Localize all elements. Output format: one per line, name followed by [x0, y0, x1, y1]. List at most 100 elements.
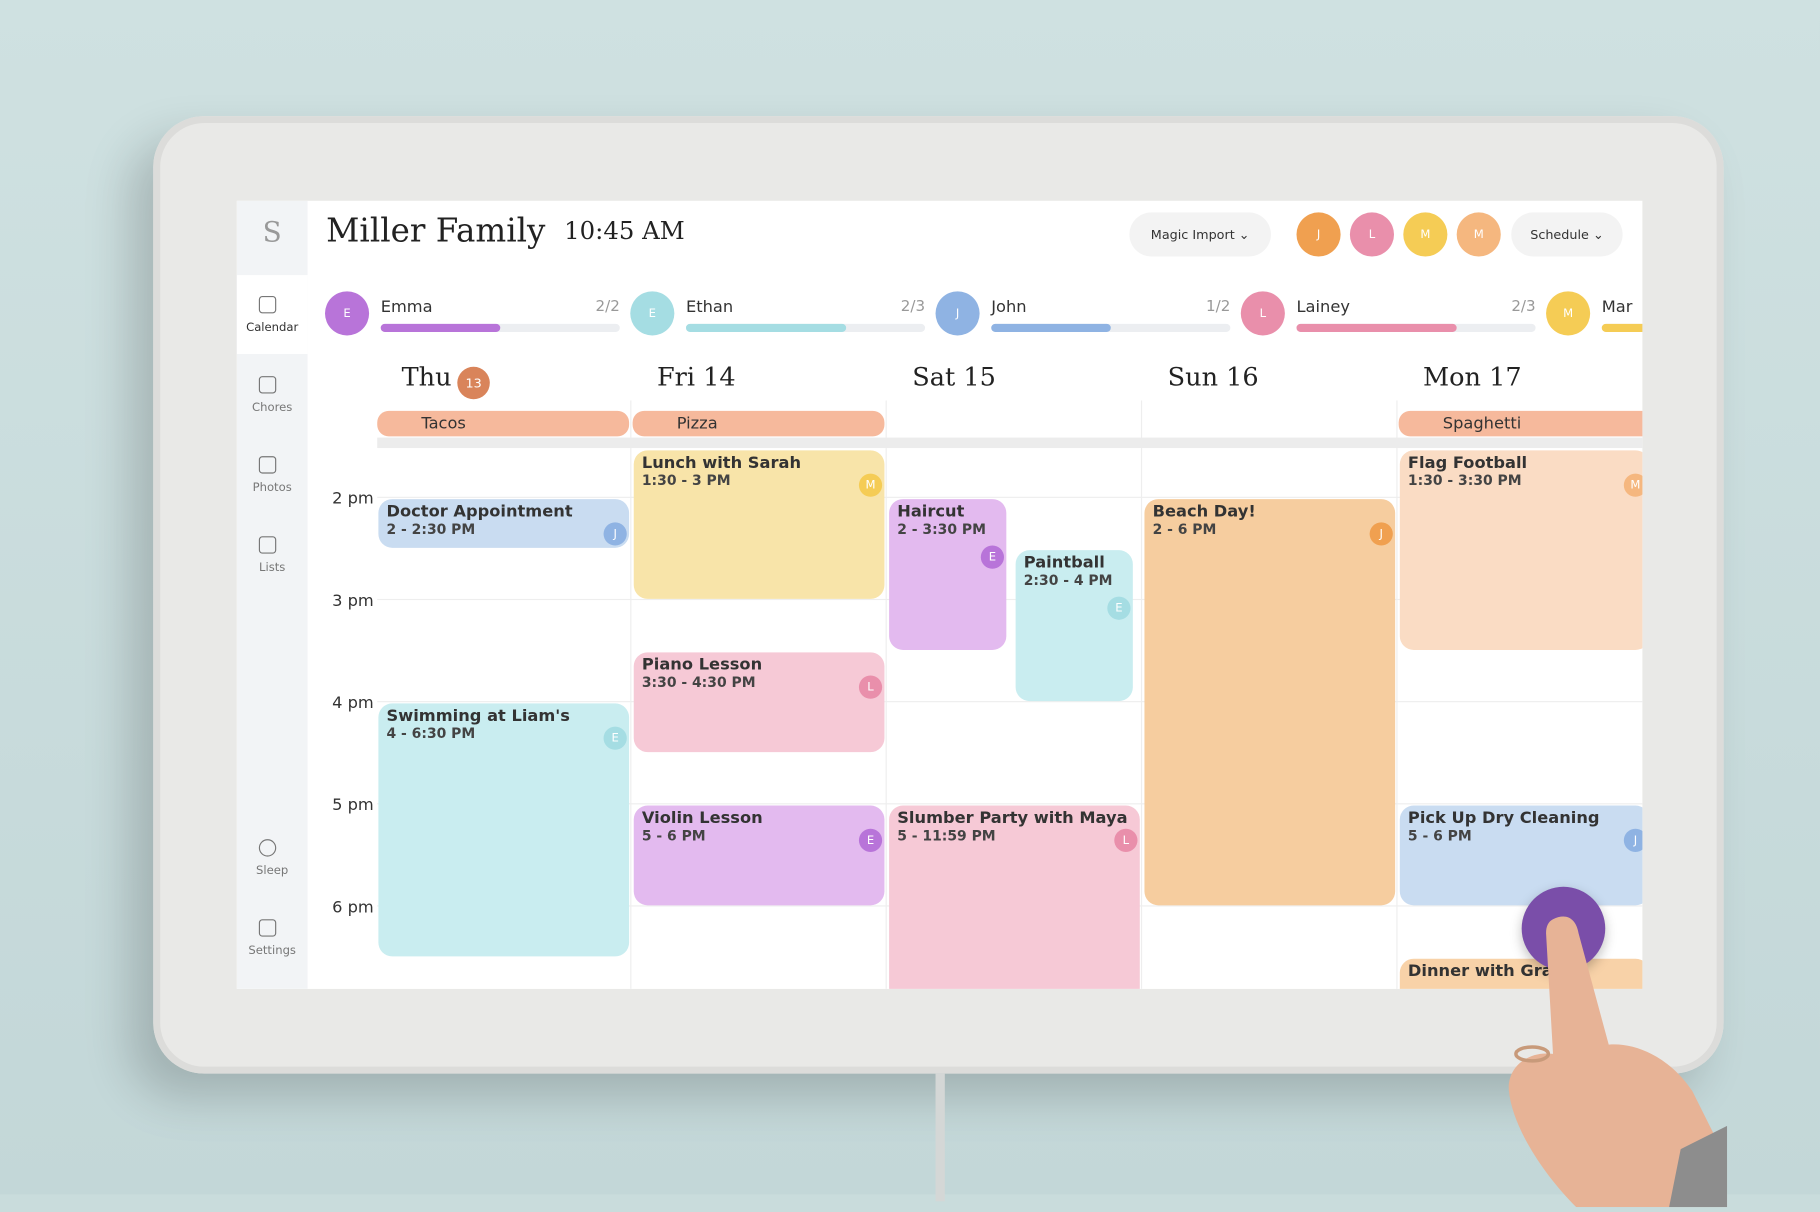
hand-drawing [1508, 916, 1728, 1208]
event-avatar: E [603, 726, 627, 750]
member-progress: 2/3 [900, 298, 926, 316]
magic-import-button[interactable]: Magic Import ⌄ [1129, 212, 1271, 257]
avatar[interactable]: L [1349, 212, 1395, 257]
schedule-button[interactable]: Schedule ⌄ [1511, 212, 1623, 257]
event-avatar: J [603, 522, 627, 546]
hand-shape [1508, 916, 1728, 1208]
meal-label: Spaghetti [1442, 414, 1522, 433]
day-separator [1396, 400, 1398, 989]
event[interactable]: Beach Day! 2 - 6 PM [1144, 499, 1396, 906]
event[interactable]: Slumber Party with Maya 5 - 11:59 PM [889, 805, 1140, 989]
member-avatar[interactable]: L [1240, 291, 1285, 336]
title: Miller Family [326, 211, 546, 250]
nav-label[interactable]: Sleep [256, 864, 289, 878]
event-title: Flag Football [1407, 453, 1528, 473]
nav-icon[interactable] [258, 919, 277, 937]
event[interactable]: Pick Up Dry Cleaning 5 - 6 PM [1399, 805, 1643, 906]
nav-active [236, 275, 308, 355]
time-label: 2 pm [332, 489, 374, 509]
event-time: 5 - 6 PM [641, 827, 706, 844]
event[interactable]: Haircut 2 - 3:30 PM [889, 499, 1007, 650]
clock: 10:45 AM [564, 217, 685, 245]
event-time: 2 - 2:30 PM [386, 521, 476, 538]
event[interactable]: Dinner with Gran [1399, 958, 1643, 989]
event-title: Piano Lesson [641, 655, 763, 675]
progress-fill [685, 323, 847, 332]
progress-fill [1296, 323, 1457, 332]
event-title: Swimming at Liam's [386, 706, 570, 726]
member-name: Emma [380, 298, 433, 317]
nav-icon[interactable] [258, 295, 277, 314]
member-name: Mar [1601, 298, 1633, 317]
member-avatar[interactable]: E [324, 291, 370, 336]
event-time: 2:30 - 4 PM [1023, 572, 1113, 589]
member-avatar[interactable]: J [935, 291, 980, 336]
hour-line [377, 803, 1643, 805]
ring [1514, 1045, 1551, 1063]
nav-label[interactable]: Lists [258, 561, 286, 575]
meal-label: Pizza [676, 414, 718, 433]
nav-icon[interactable] [258, 456, 277, 474]
member-progress: 2/3 [1511, 298, 1536, 316]
nav-label[interactable]: Settings [248, 944, 296, 958]
cable [935, 1073, 945, 1202]
member-progress: 2/2 [595, 298, 620, 316]
event-title: Beach Day! [1152, 502, 1256, 522]
meal-label: Tacos [421, 414, 466, 433]
event-time: 1:30 - 3:30 PM [1407, 472, 1522, 489]
time-label: 5 pm [332, 796, 374, 815]
member-progress: 1/2 [1206, 298, 1231, 316]
event-title: Doctor Appointment [386, 502, 573, 522]
meal-pill[interactable]: Tacos [377, 410, 630, 437]
nav-icon[interactable] [258, 376, 277, 394]
day-separator [885, 400, 887, 989]
meal-band [377, 437, 1643, 449]
event-avatar: M [1623, 473, 1643, 497]
event-time: 5 - 11:59 PM [897, 827, 996, 844]
event-title: Haircut [897, 502, 965, 522]
member-name: Ethan [685, 298, 734, 317]
nav-label[interactable]: Calendar [246, 321, 299, 335]
meal-pill[interactable]: Spaghetti [1398, 410, 1643, 437]
event[interactable]: Piano Lesson 3:30 - 4:30 PM [633, 652, 885, 753]
event-title: Dinner with Gran [1407, 962, 1565, 981]
event[interactable]: Doctor Appointment 2 - 2:30 PM [378, 499, 630, 548]
hour-line [377, 701, 1643, 703]
progress-track [380, 323, 620, 332]
nav-icon[interactable] [258, 536, 277, 554]
event[interactable]: Lunch with Sarah 1:30 - 3 PM [633, 450, 885, 599]
member-name: John [991, 298, 1027, 317]
event[interactable]: Flag Football 1:30 - 3:30 PM [1399, 450, 1643, 650]
nav-label[interactable]: Photos [252, 481, 292, 495]
event-time: 4 - 6:30 PM [386, 725, 476, 742]
event-time: 3:30 - 4:30 PM [641, 674, 756, 691]
member-avatar[interactable]: M [1546, 291, 1591, 336]
event-time: 5 - 6 PM [1407, 827, 1472, 844]
day-header: Sun 16 [1167, 363, 1259, 393]
event-avatar: E [980, 545, 1005, 569]
progress-fill [1601, 323, 1643, 332]
progress-fill [991, 323, 1111, 332]
event-avatar: E [858, 828, 883, 852]
event-avatar: L [858, 675, 883, 699]
hour-line [377, 496, 1643, 498]
nav-icon[interactable] [258, 839, 277, 857]
avatar[interactable]: M [1456, 212, 1501, 257]
avatar[interactable]: J [1296, 212, 1341, 257]
member-avatar[interactable]: E [630, 291, 675, 336]
event[interactable]: Paintball 2:30 - 4 PM [1015, 550, 1133, 702]
event-title: Lunch with Sarah [641, 453, 802, 473]
avatar[interactable]: M [1403, 212, 1448, 257]
member-name: Lainey [1296, 298, 1350, 317]
meal-pill[interactable]: Pizza [632, 410, 885, 437]
day-badge: 13 [457, 366, 490, 400]
event-avatar: M [858, 473, 883, 497]
day-separator [1140, 400, 1143, 989]
event[interactable]: Swimming at Liam's 4 - 6:30 PM [378, 703, 630, 957]
event-title: Pick Up Dry Cleaning [1407, 809, 1600, 828]
time-label: 6 pm [332, 898, 374, 917]
nav-label[interactable]: Chores [252, 401, 293, 415]
event[interactable]: Violin Lesson 5 - 6 PM [633, 805, 885, 906]
